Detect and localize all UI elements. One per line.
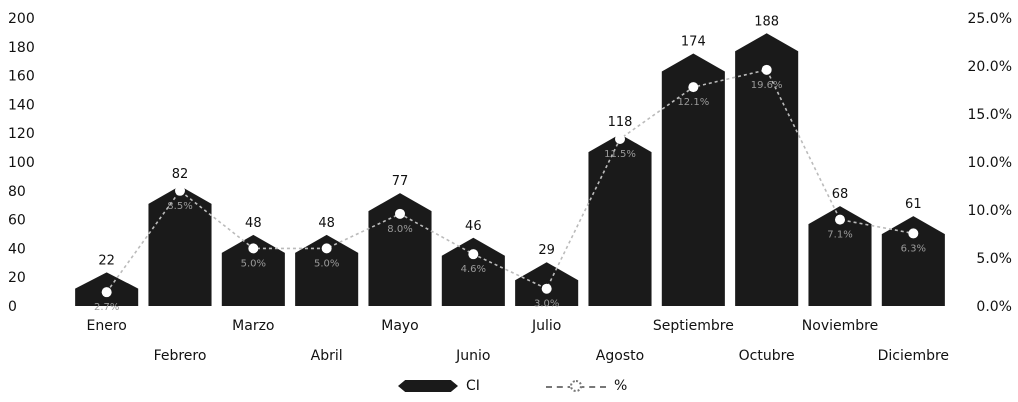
percent-point-label: 6.3% [901,243,926,254]
legend-item-percent: % [546,378,627,394]
bar-value-label: 29 [538,243,555,258]
percent-point-label: 5.0% [241,258,266,269]
x-label-diciembre: Diciembre [878,348,949,364]
left-tick-label: 0 [8,299,17,315]
percent-point-label: 2.7% [94,302,119,313]
x-label-septiembre: Septiembre [653,318,734,334]
percent-point-label: 4.6% [461,264,486,275]
x-label-mayo: Mayo [381,318,419,334]
left-tick-label: 100 [8,155,35,171]
x-label-enero: Enero [86,318,126,334]
percent-point-label: 8.0% [387,224,412,235]
bar-value-label: 68 [832,187,849,202]
percent-point [395,208,405,219]
legend-line-swatch [546,380,606,392]
right-tick-label: 25.0% [968,11,1012,27]
x-label-febrero: Febrero [154,348,207,364]
bar-value-label: 61 [905,197,922,212]
bar-septiembre [661,53,725,306]
percent-point-label: 8.5% [167,201,192,212]
right-tick-label: 20.0% [968,59,1012,75]
x-label-abril: Abril [311,348,343,364]
bar-marzo [221,234,285,306]
left-tick-label: 40 [8,241,26,257]
percent-point [541,283,552,294]
percent-point [101,287,112,298]
left-tick-label: 120 [8,126,35,142]
percent-point [688,82,699,93]
bar-value-labels: 22 82 48 48 77 46 29 118 174 188 68 61 [98,14,921,268]
bar-value-label: 188 [754,14,779,29]
bar-abril [295,234,359,306]
left-tick-label: 180 [8,40,35,56]
x-label-noviembre: Noviembre [802,318,878,334]
legend-bar-swatch [398,380,458,392]
right-axis: 0.0% 5.0% 10.0% 10.0% 15.0% 20.0% 25.0% [968,11,1012,315]
legend-item-ci: CI [398,378,480,394]
percent-point [321,243,332,254]
bar-octubre [735,33,799,306]
right-tick-label: 0.0% [976,299,1012,315]
percent-point [248,243,259,254]
percent-point [468,249,479,260]
x-label-junio: Junio [455,348,490,364]
bar-value-label: 48 [245,216,262,231]
x-label-octubre: Octubre [739,348,795,364]
left-tick-label: 80 [8,184,26,200]
percent-point [835,214,845,225]
left-tick-label: 20 [8,270,26,286]
x-label-marzo: Marzo [232,318,274,334]
bar-value-label: 118 [608,115,633,130]
bars-layer [75,33,945,306]
legend-label-percent: % [614,378,628,394]
legend-label-ci: CI [466,378,480,394]
left-tick-label: 160 [8,69,35,85]
left-tick-label: 200 [8,11,35,27]
percent-line-layer: 2.7% 8.5% 5.0% 5.0% 8.0% 4.6% 3.0% 11.5% 12.1% 19… [94,64,926,313]
bar-value-label: 174 [681,34,706,49]
percent-point-label: 3.0% [534,299,559,310]
bar-value-label: 46 [465,219,482,234]
percent-point [175,185,185,196]
right-tick-label: 10.0% [968,155,1012,171]
percent-point-label: 11.5% [604,149,636,160]
right-tick-label: 5.0% [976,251,1012,267]
legend: CI % [0,378,1018,402]
bar-value-label: 77 [392,174,409,189]
x-axis-labels: Enero Febrero Marzo Abril Mayo Junio Julio Agos… [86,318,949,364]
left-tick-label: 140 [8,97,35,113]
x-label-agosto: Agosto [596,348,644,364]
percent-point [615,133,625,144]
bar-value-label: 82 [172,167,189,182]
bar-febrero [148,185,212,306]
left-tick-label: 60 [8,213,26,229]
bar-agosto [588,134,652,306]
bar-junio [441,237,505,306]
bar-noviembre [808,206,872,306]
bar-value-label: 22 [98,253,115,268]
x-label-julio: Julio [531,318,561,334]
left-axis: 0 20 40 60 80 100 120 140 160 180 200 [8,11,35,315]
percent-point-label: 19.6% [751,80,783,91]
bar-value-label: 48 [318,216,335,231]
right-tick-label: 15.0% [968,107,1012,123]
right-tick-label: 10.0% [968,203,1012,219]
bar-diciembre [881,216,945,306]
percent-point-label: 12.1% [677,97,709,108]
percent-point-label: 5.0% [314,258,339,269]
percent-point-label: 7.1% [827,230,852,241]
percent-point [761,64,772,75]
percent-point [908,228,919,239]
